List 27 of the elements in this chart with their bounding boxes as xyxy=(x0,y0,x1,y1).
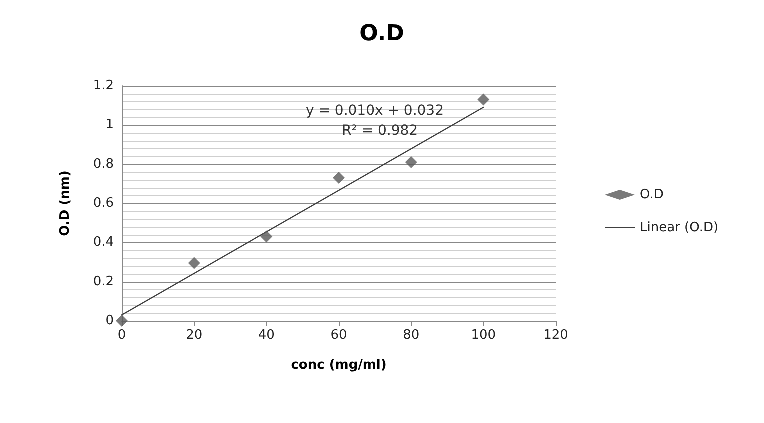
x-tick-label: 100 xyxy=(471,328,496,343)
y-tick-label: 0.6 xyxy=(93,196,114,211)
y-axis-title: O.D (nm) xyxy=(58,170,73,236)
x-tick-label: 20 xyxy=(186,328,203,343)
x-tick-label: 80 xyxy=(403,328,420,343)
point xyxy=(188,257,200,270)
x-tick-label: 120 xyxy=(544,328,568,343)
y-tick-label: 1.2 xyxy=(93,78,114,94)
legend-label: O.D xyxy=(640,188,664,202)
point xyxy=(116,315,128,327)
y-tick-label: 0.8 xyxy=(93,156,114,172)
annotation: y = 0.010x + 0.032 xyxy=(306,103,444,119)
y-tick-label: 0.4 xyxy=(93,235,114,250)
y-tick-label: 0.2 xyxy=(93,274,114,290)
point xyxy=(478,94,490,106)
chart-title: O.D xyxy=(360,22,404,46)
y-tick-label: 1 xyxy=(106,118,114,133)
annotation: R² = 0.982 xyxy=(342,123,418,139)
point xyxy=(405,156,418,168)
point xyxy=(260,230,273,243)
x-tick-label: 0 xyxy=(118,328,126,343)
point xyxy=(333,172,345,184)
legend-label: Linear (O.D) xyxy=(640,220,719,236)
x-tick-label: 60 xyxy=(330,328,348,343)
y-tick-label: 0 xyxy=(106,314,114,328)
x-axis-title: conc (mg/ml) xyxy=(291,358,387,373)
x-tick-label: 40 xyxy=(258,328,275,343)
